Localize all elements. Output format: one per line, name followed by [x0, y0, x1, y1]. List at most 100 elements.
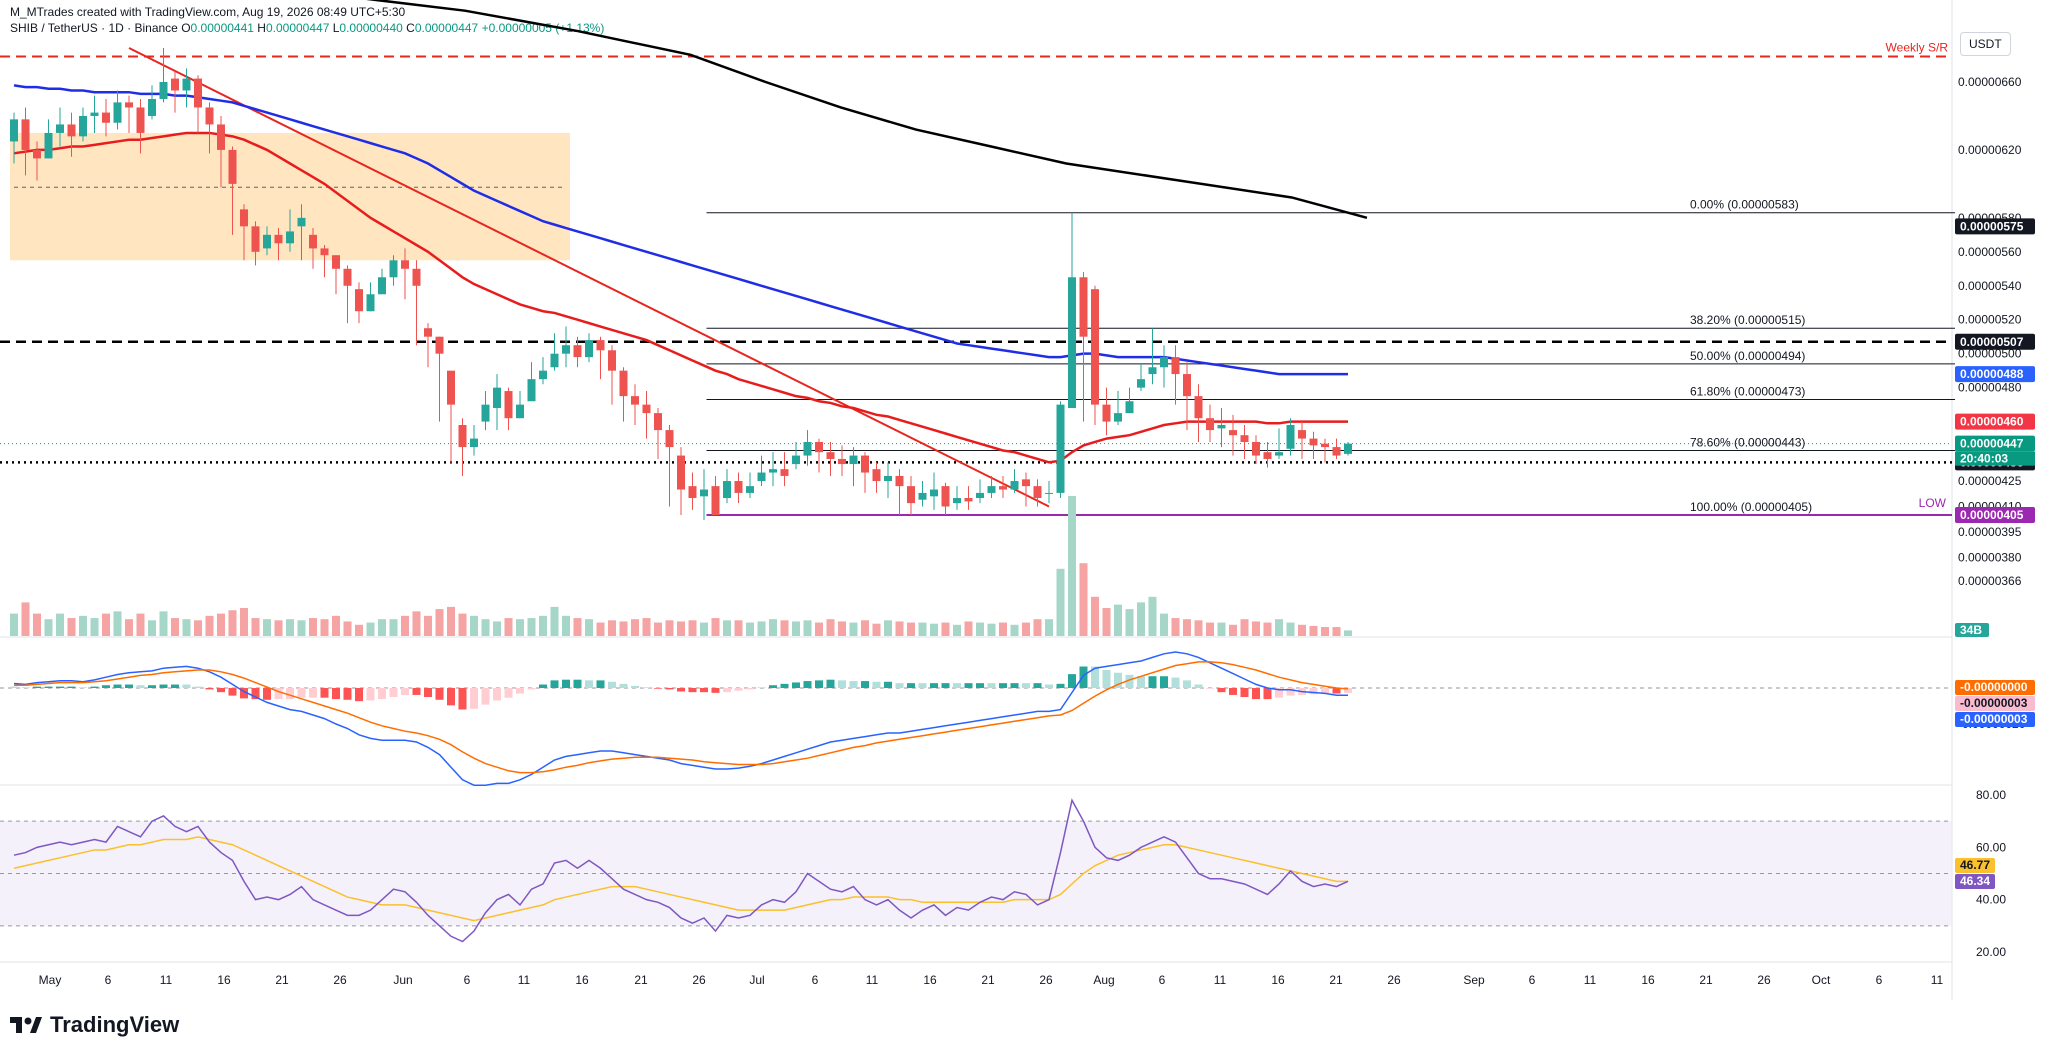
fib-level-label: 0.00% (0.00000583)	[1690, 198, 1799, 212]
candle-body	[21, 119, 30, 150]
volume-bar	[964, 621, 973, 636]
candle-body	[654, 413, 662, 431]
time-axis-label: 6	[1529, 973, 1536, 987]
macd-histogram-bar	[976, 683, 984, 688]
candle-body	[79, 115, 87, 137]
macd-histogram-bar	[792, 682, 800, 688]
macd-histogram-bar	[861, 681, 869, 688]
macd-histogram-bar	[1056, 683, 1065, 688]
macd-histogram-bar	[159, 684, 168, 688]
candle-body	[999, 486, 1007, 490]
candle-body	[102, 112, 110, 123]
macd-histogram-bar	[688, 688, 697, 693]
rsi-axis-label: 60.00	[1976, 840, 2006, 854]
rsi-ma-line	[13, 836, 1348, 922]
macd-histogram-bar	[654, 688, 662, 689]
macd-histogram-bar	[21, 687, 30, 688]
macd-histogram-bar	[44, 686, 53, 688]
macd-tag-label: -0.00000003	[1960, 712, 2028, 726]
candle-body	[228, 149, 237, 184]
candle-body	[757, 472, 766, 482]
currency-button[interactable]: USDT	[1960, 32, 2011, 56]
price-tag-label: 0.00000405	[1960, 508, 2024, 522]
macd-histogram-bar	[435, 688, 444, 700]
candle-body	[1056, 404, 1065, 493]
candle-body	[688, 486, 697, 499]
volume-bar	[999, 622, 1007, 636]
volume-bar	[1171, 618, 1180, 636]
volume-bar	[263, 619, 271, 636]
volume-bar	[1332, 627, 1341, 636]
rsi-tag-label: 46.34	[1960, 874, 1990, 888]
time-axis-label: 11	[160, 973, 173, 987]
volume-bar	[884, 620, 892, 636]
macd-tag	[1955, 696, 2035, 711]
macd-histogram-bar	[527, 688, 536, 690]
volume-bar	[102, 613, 110, 636]
candle-body	[1079, 277, 1088, 337]
macd-histogram-bar	[125, 684, 133, 688]
candle-body	[10, 119, 18, 142]
volume-bar	[182, 619, 191, 636]
volume-bar	[562, 615, 570, 636]
macd-histogram-bar	[1068, 674, 1076, 688]
candle-body	[67, 124, 76, 137]
candle-body	[642, 404, 651, 414]
candle-body	[389, 260, 398, 278]
candle-body	[964, 498, 973, 502]
volume-bar	[493, 621, 501, 636]
time-axis-label: 11	[1584, 973, 1597, 987]
candle-body	[194, 78, 202, 108]
price-axis-label: 0.00000520	[1958, 313, 2022, 327]
time-axis-label: 21	[981, 973, 995, 987]
volume-bar	[320, 619, 329, 636]
candle-body	[1321, 443, 1329, 448]
candle-body	[1344, 443, 1352, 454]
price-tag	[1955, 435, 2035, 452]
candle-body	[619, 370, 628, 397]
macd-histogram-bar	[665, 688, 674, 690]
volume-bar	[930, 623, 938, 636]
candle-body	[286, 231, 294, 244]
macd-histogram-bar	[309, 688, 317, 698]
volume-bar	[976, 622, 984, 636]
fib-level-label: 50.00% (0.00000494)	[1690, 349, 1805, 363]
macd-histogram-bar	[573, 679, 582, 688]
macd-histogram-bar	[1321, 688, 1329, 694]
candle-body	[458, 425, 467, 448]
volume-bar	[286, 619, 294, 636]
volume-bar	[700, 622, 708, 636]
volume-bar	[412, 611, 421, 636]
macd-histogram-bar	[1125, 674, 1134, 688]
time-axis-label: 11	[518, 973, 531, 987]
candle-body	[412, 268, 421, 286]
price-tag-label: 0.00000447	[1960, 437, 2024, 451]
volume-bar	[1309, 625, 1318, 636]
candle-body	[263, 234, 271, 249]
candle-body	[1125, 401, 1134, 414]
candle-body	[1010, 481, 1019, 490]
macd-histogram-bar	[205, 688, 214, 690]
volume-bar	[838, 621, 846, 636]
macd-histogram-bar	[1102, 669, 1111, 688]
candle-body	[746, 486, 754, 493]
time-axis-label: 16	[217, 973, 231, 987]
symbol-label[interactable]: SHIB / TetherUS · 1D · Binance	[10, 21, 178, 35]
candle-body	[297, 217, 306, 227]
volume-bar	[355, 624, 363, 636]
volume-bar	[21, 602, 30, 636]
volume-bar	[550, 606, 559, 636]
volume-bar	[1240, 619, 1249, 636]
candle-body	[309, 234, 317, 249]
candle-body	[171, 78, 179, 91]
time-axis-label: Sep	[1463, 973, 1485, 987]
macd-histogram-bar	[148, 685, 156, 688]
macd-histogram-bar	[1091, 666, 1099, 688]
macd-histogram-bar	[1263, 688, 1272, 700]
candle-body	[205, 107, 214, 125]
volume-bar	[895, 621, 904, 636]
macd-histogram-bar	[1010, 683, 1019, 688]
volume-bar	[113, 611, 122, 636]
candle-body	[976, 492, 984, 499]
